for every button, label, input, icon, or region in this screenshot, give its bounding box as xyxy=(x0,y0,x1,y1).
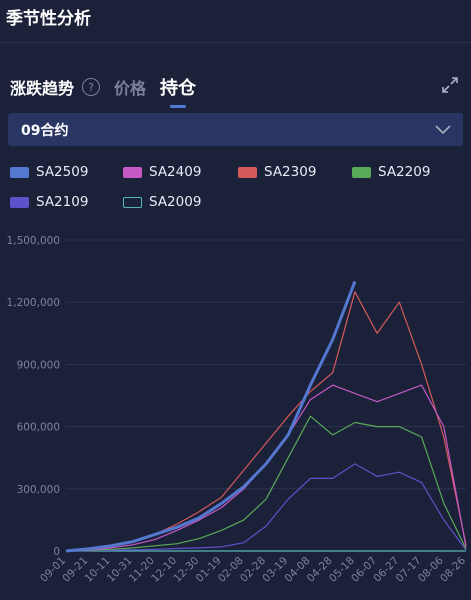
y-tick-label: 900,000 xyxy=(17,359,60,371)
chevron-down-icon xyxy=(435,125,451,135)
contract-select-value: 09合约 xyxy=(21,122,69,139)
y-tick-label: 0 xyxy=(53,546,60,558)
tab-trend[interactable]: 涨跌趋势 xyxy=(10,79,75,98)
tab-bar: 涨跌趋势 ? 价格 持仓 xyxy=(10,74,210,108)
legend-label: SA2409 xyxy=(149,164,202,180)
y-tick-label: 1,200,000 xyxy=(7,297,60,309)
header-divider xyxy=(0,42,471,43)
seasonal-position-chart: 0 300,000 600,000 900,000 1,200,000 1,500,000… xyxy=(7,235,469,585)
tab-price[interactable]: 价格 xyxy=(114,79,147,98)
expand-icon[interactable] xyxy=(441,76,459,94)
legend-item-sa2009[interactable]: SA2009 xyxy=(123,194,201,210)
legend-swatch xyxy=(10,166,29,178)
legend-label: SA2509 xyxy=(36,164,89,180)
y-tick-label: 300,000 xyxy=(17,484,60,496)
legend-item-sa2409[interactable]: SA2409 xyxy=(123,164,201,180)
legend-item-sa2309[interactable]: SA2309 xyxy=(238,164,316,180)
legend-label: SA2009 xyxy=(149,194,202,210)
legend-swatch xyxy=(123,196,142,208)
help-icon[interactable]: ? xyxy=(82,78,101,96)
series-line-sa2209 xyxy=(65,415,467,552)
legend-item-sa2209[interactable]: SA2209 xyxy=(352,164,430,180)
legend-item-sa2509[interactable]: SA2509 xyxy=(10,164,88,180)
legend-label: SA2309 xyxy=(264,164,317,180)
y-tick-label: 1,500,000 xyxy=(7,235,60,247)
x-tick-label: 08-26 xyxy=(438,554,468,584)
legend-swatch xyxy=(10,196,29,208)
page-title: 季节性分析 xyxy=(6,9,91,29)
legend-swatch xyxy=(238,166,257,178)
contract-select[interactable]: 09合约 xyxy=(8,113,463,146)
y-tick-label: 600,000 xyxy=(17,422,60,434)
legend-item-sa2109[interactable]: SA2109 xyxy=(10,194,88,210)
series-line-sa2309 xyxy=(65,291,467,552)
legend-swatch xyxy=(352,166,371,178)
series-line-sa2109 xyxy=(65,463,467,552)
legend-label: SA2209 xyxy=(378,164,431,180)
legend-swatch xyxy=(123,166,142,178)
series-line-sa2509 xyxy=(65,280,357,553)
legend-label: SA2109 xyxy=(36,194,89,210)
tab-position[interactable]: 持仓 xyxy=(160,74,196,108)
